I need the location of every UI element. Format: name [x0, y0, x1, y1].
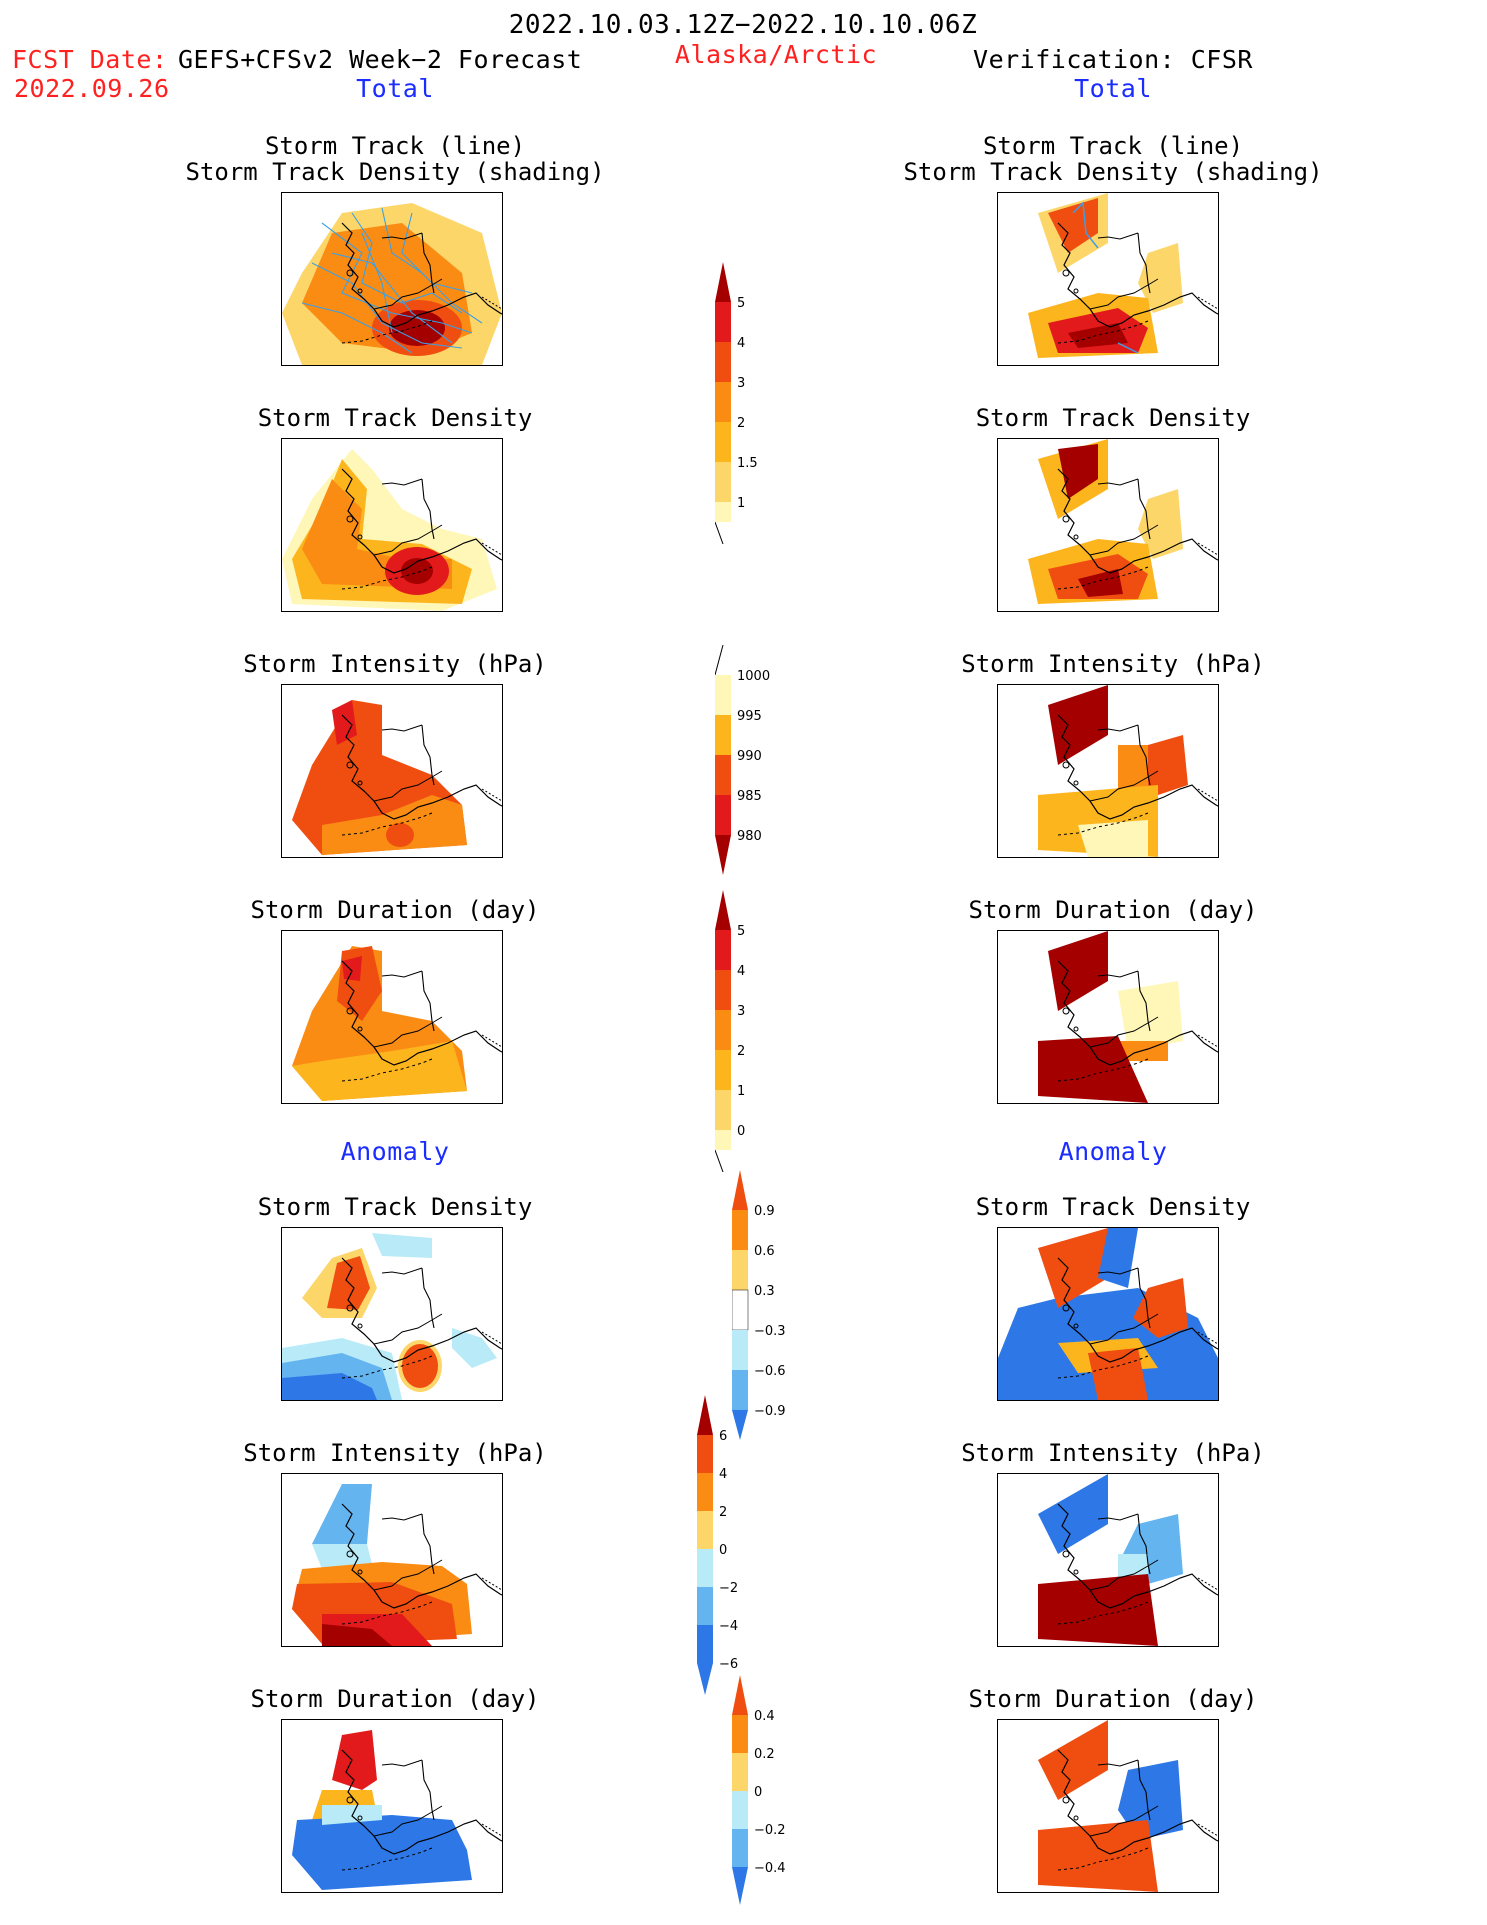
cb-label: 4 [737, 336, 745, 351]
cb-label: 2 [737, 416, 745, 431]
fcst-track-density-shading-title: Storm Track Density (shading) [185, 158, 605, 186]
ver-intensity-map [997, 684, 1219, 858]
cb-label: −0.9 [754, 1404, 786, 1419]
cb-label: 1.5 [737, 456, 758, 471]
fcst-density-map [281, 438, 503, 612]
cb-label: 4 [719, 1467, 727, 1482]
cb-label: 1 [737, 1084, 745, 1099]
ver-track-line-title: Storm Track (line) [982, 132, 1244, 160]
cb-label: 0.6 [754, 1244, 775, 1259]
region-label: Alaska/Arctic [674, 40, 878, 69]
ver-track-density-title: Storm Track Density [975, 404, 1251, 432]
ver-anom-duration-map [997, 1719, 1219, 1893]
cb-label: −0.3 [754, 1324, 786, 1339]
fcst-anom-density-map [281, 1227, 503, 1401]
cb-label: −6 [719, 1657, 738, 1672]
ver-anom-intensity-map [997, 1473, 1219, 1647]
forecast-model-label: GEFS+CFSv2 Week−2 Forecast [178, 45, 583, 74]
cb-label: −2 [719, 1581, 738, 1596]
duration-total-colorbar: 5 4 3 2 1 0 [715, 890, 745, 1172]
fcst-anom-intensity-title: Storm Intensity (hPa) [243, 1439, 547, 1467]
fcst-anom-intensity-map [281, 1473, 503, 1647]
cb-label: 995 [737, 709, 762, 724]
fcst-track-density-title: Storm Track Density [257, 404, 533, 432]
intensity-anom-colorbar: 6 4 2 0 −2 −4 −6 [697, 1395, 738, 1695]
ver-track-map [997, 192, 1219, 366]
cb-label: −0.4 [754, 1861, 786, 1876]
verification-total-label: Total [1074, 74, 1152, 103]
forecast-total-label: Total [356, 74, 434, 103]
cb-label: −0.2 [754, 1823, 786, 1838]
ver-intensity-title: Storm Intensity (hPa) [961, 650, 1265, 678]
cb-label: 990 [737, 749, 762, 764]
cb-label: −0.6 [754, 1364, 786, 1379]
fcst-duration-title: Storm Duration (day) [250, 896, 540, 924]
ver-anom-density-title: Storm Track Density [975, 1193, 1251, 1221]
cb-label: 2 [719, 1505, 727, 1520]
cb-label: 0 [754, 1785, 762, 1800]
density-total-colorbar: 5 4 3 2 1.5 1 [715, 262, 758, 544]
cb-label: 0 [737, 1124, 745, 1139]
cb-label: −4 [719, 1619, 738, 1634]
cb-label: 0.3 [754, 1284, 775, 1299]
cb-label: 3 [737, 376, 745, 391]
fcst-track-line-title: Storm Track (line) [264, 132, 526, 160]
fcst-date-label: FCST Date: [12, 45, 168, 74]
cb-label: 0.4 [754, 1709, 775, 1724]
density-anom-colorbar: 0.9 0.6 0.3 −0.3 −0.6 −0.9 [732, 1170, 786, 1440]
cb-label: 0 [719, 1543, 727, 1558]
fcst-intensity-map [281, 684, 503, 858]
fcst-track-map [281, 192, 503, 366]
fcst-anom-density-title: Storm Track Density [257, 1193, 533, 1221]
ver-duration-map [997, 930, 1219, 1104]
verification-label: Verification: CFSR [973, 45, 1253, 74]
cb-label: 0.2 [754, 1747, 775, 1762]
ver-anom-intensity-title: Storm Intensity (hPa) [961, 1439, 1265, 1467]
cb-label: 1 [737, 496, 745, 511]
intensity-total-colorbar: 1000 995 990 985 980 [715, 645, 770, 875]
page-title: 2022.10.03.12Z−2022.10.10.06Z [508, 10, 978, 40]
fcst-date-value: 2022.09.26 [14, 74, 170, 103]
cb-label: 3 [737, 1004, 745, 1019]
fcst-intensity-title: Storm Intensity (hPa) [243, 650, 547, 678]
cb-label: 980 [737, 829, 762, 844]
ver-duration-title: Storm Duration (day) [968, 896, 1258, 924]
duration-anom-colorbar: 0.4 0.2 0 −0.2 −0.4 [732, 1675, 786, 1905]
ver-anom-duration-title: Storm Duration (day) [968, 1685, 1258, 1713]
fcst-duration-map [281, 930, 503, 1104]
cb-label: 2 [737, 1044, 745, 1059]
fcst-anom-duration-map [281, 1719, 503, 1893]
ver-anom-density-map [997, 1227, 1219, 1401]
verification-anomaly-label: Anomaly [1058, 1137, 1168, 1166]
cb-label: 4 [737, 964, 745, 979]
cb-label: 0.9 [754, 1204, 775, 1219]
cb-label: 5 [737, 296, 745, 311]
fcst-anom-duration-title: Storm Duration (day) [250, 1685, 540, 1713]
cb-label: 1000 [737, 669, 770, 684]
ver-density-map [997, 438, 1219, 612]
cb-label: 6 [719, 1429, 727, 1444]
cb-label: 985 [737, 789, 762, 804]
cb-label: 5 [737, 924, 745, 939]
forecast-anomaly-label: Anomaly [340, 1137, 450, 1166]
ver-track-density-shading-title: Storm Track Density (shading) [903, 158, 1323, 186]
